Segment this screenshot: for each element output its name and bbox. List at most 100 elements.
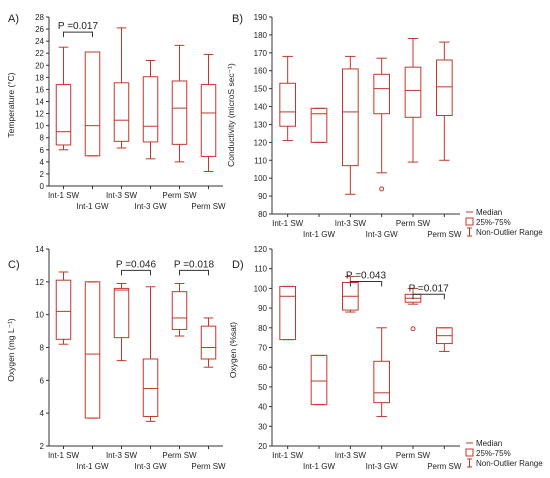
significance-bracket: P =0.018 xyxy=(174,259,215,276)
y-tick-label: 6 xyxy=(40,146,45,155)
legend-whisker-text: Non-Outlier Range xyxy=(476,228,543,237)
y-tick-label: 26 xyxy=(35,25,44,34)
y-tick-label: 100 xyxy=(254,174,268,183)
x-tick-label: Int-1 GW xyxy=(76,202,108,211)
y-tick-label: 12 xyxy=(35,278,44,287)
iqr-box xyxy=(404,66,422,118)
y-tick-label: 6 xyxy=(40,376,45,385)
iqr-box xyxy=(200,84,217,157)
box-5 xyxy=(171,282,188,337)
y-tick-label: 20 xyxy=(258,442,267,451)
panel-b-plot: 80 90 100 110 120 130 140 150 160 170 180 190 Int-1 … xyxy=(254,13,462,239)
significance-bracket: P =0.017 xyxy=(58,21,99,38)
y-tick-label: 90 xyxy=(258,304,267,313)
legend-box-text: 25%-75% xyxy=(476,218,511,227)
y-tick-label: 20 xyxy=(35,61,44,70)
iqr-box xyxy=(113,287,130,339)
p-value-label: P =0.043 xyxy=(346,271,387,282)
y-tick-label: 190 xyxy=(254,13,268,22)
panel-a-label: A) xyxy=(8,13,19,25)
x-tick-label: Int-1 SW xyxy=(48,451,80,460)
y-tick-label: 110 xyxy=(254,265,267,274)
bracket-line xyxy=(412,293,445,300)
panel-d-ylabel: Oxygen (%sat) xyxy=(228,322,238,378)
box-1 xyxy=(279,55,297,142)
box-6 xyxy=(436,41,453,161)
box-2 xyxy=(84,51,101,157)
iqr-box xyxy=(279,82,297,127)
x-tick-label: Perm SW xyxy=(427,462,462,471)
outlier-point xyxy=(410,326,416,332)
iqr-box xyxy=(310,107,328,143)
x-tick-label: Int-1 GW xyxy=(303,230,335,239)
y-tick-label: 70 xyxy=(258,344,267,353)
box-3 xyxy=(113,27,130,149)
y-tick-label: 2 xyxy=(40,170,45,179)
y-tick-label: 120 xyxy=(254,245,268,254)
box-2 xyxy=(310,107,328,143)
p-value-label: P =0.018 xyxy=(174,259,215,270)
iqr-box xyxy=(171,291,188,330)
iqr-box xyxy=(113,82,130,142)
bracket-line xyxy=(179,269,209,276)
significance-bracket: P =0.046 xyxy=(116,259,157,276)
y-tick-label: 90 xyxy=(258,192,267,201)
iqr-box xyxy=(436,59,453,116)
box-5 xyxy=(171,44,188,163)
iqr-box xyxy=(142,76,159,143)
box-4 xyxy=(142,286,159,422)
legend-box-text: 25%-75% xyxy=(476,449,511,458)
y-tick-label: 4 xyxy=(40,409,45,418)
box-6 xyxy=(436,327,453,352)
y-tick-label: 80 xyxy=(258,324,267,333)
panel-a: A) Temperature (°C) 02468101214161820222… xyxy=(6,13,226,211)
y-tick-label: 100 xyxy=(254,284,268,293)
y-tick-label: 18 xyxy=(35,73,44,82)
y-tick-label: 140 xyxy=(254,103,268,112)
iqr-box xyxy=(200,325,217,360)
legend-box-swatch xyxy=(465,217,474,226)
iqr-box xyxy=(279,285,297,341)
outlier-point xyxy=(379,186,385,192)
y-tick-label: 12 xyxy=(35,110,44,119)
x-tick-label: Perm SW xyxy=(162,451,197,460)
x-tick-label: Int-1 SW xyxy=(48,191,80,200)
x-tick-label: Perm SW xyxy=(427,230,462,239)
box-6 xyxy=(200,53,217,173)
y-tick-label: 80 xyxy=(258,210,267,219)
y-tick-label: 30 xyxy=(258,422,267,431)
panel-b-label: B) xyxy=(232,13,243,25)
x-tick-label: Perm SW xyxy=(191,462,226,471)
panel-c-plot: 2 4 6 8 10 12 14 Int-1 SW Int-1 GW Int-3 SW Int-3 … xyxy=(35,245,226,471)
bracket-line xyxy=(63,31,93,38)
y-tick-label: 4 xyxy=(40,158,45,167)
x-tick-label: Int-3 SW xyxy=(106,451,138,460)
y-tick-label: 22 xyxy=(35,49,44,58)
y-tick-label: 2 xyxy=(40,442,45,451)
panel-d: D) Oxygen (%sat) 20 30 40 50 60 70 80 90 100 110 1… xyxy=(228,245,462,471)
panel-a-ylabel: Temperature (°C) xyxy=(6,72,16,137)
y-tick-label: 150 xyxy=(254,85,268,94)
iqr-box xyxy=(310,354,328,406)
iqr-box xyxy=(55,279,72,340)
x-tick-label: Int-1 GW xyxy=(76,462,108,471)
y-tick-label: 180 xyxy=(254,31,268,40)
y-tick-label: 8 xyxy=(40,134,45,143)
x-tick-label: Int-3 SW xyxy=(335,219,367,228)
box-2 xyxy=(310,354,328,406)
y-tick-label: 8 xyxy=(40,344,45,353)
iqr-box xyxy=(142,358,159,417)
iqr-box xyxy=(171,80,188,145)
panel-b-ylabel: Conductivity (microS sec⁻¹) xyxy=(226,63,236,167)
box-1 xyxy=(55,271,72,345)
significance-bracket: P =0.043 xyxy=(346,271,387,287)
y-tick-label: 16 xyxy=(35,85,44,94)
bracket-line xyxy=(121,269,151,276)
p-value-label: P =0.017 xyxy=(409,283,450,294)
y-tick-label: 10 xyxy=(35,311,44,320)
iqr-box xyxy=(373,73,391,115)
panel-c-ylabel: Oxygen (mg L⁻¹) xyxy=(6,318,16,382)
y-tick-label: 14 xyxy=(35,245,44,254)
p-value-label: P =0.046 xyxy=(116,259,157,270)
x-tick-label: Int-3 GW xyxy=(366,230,398,239)
